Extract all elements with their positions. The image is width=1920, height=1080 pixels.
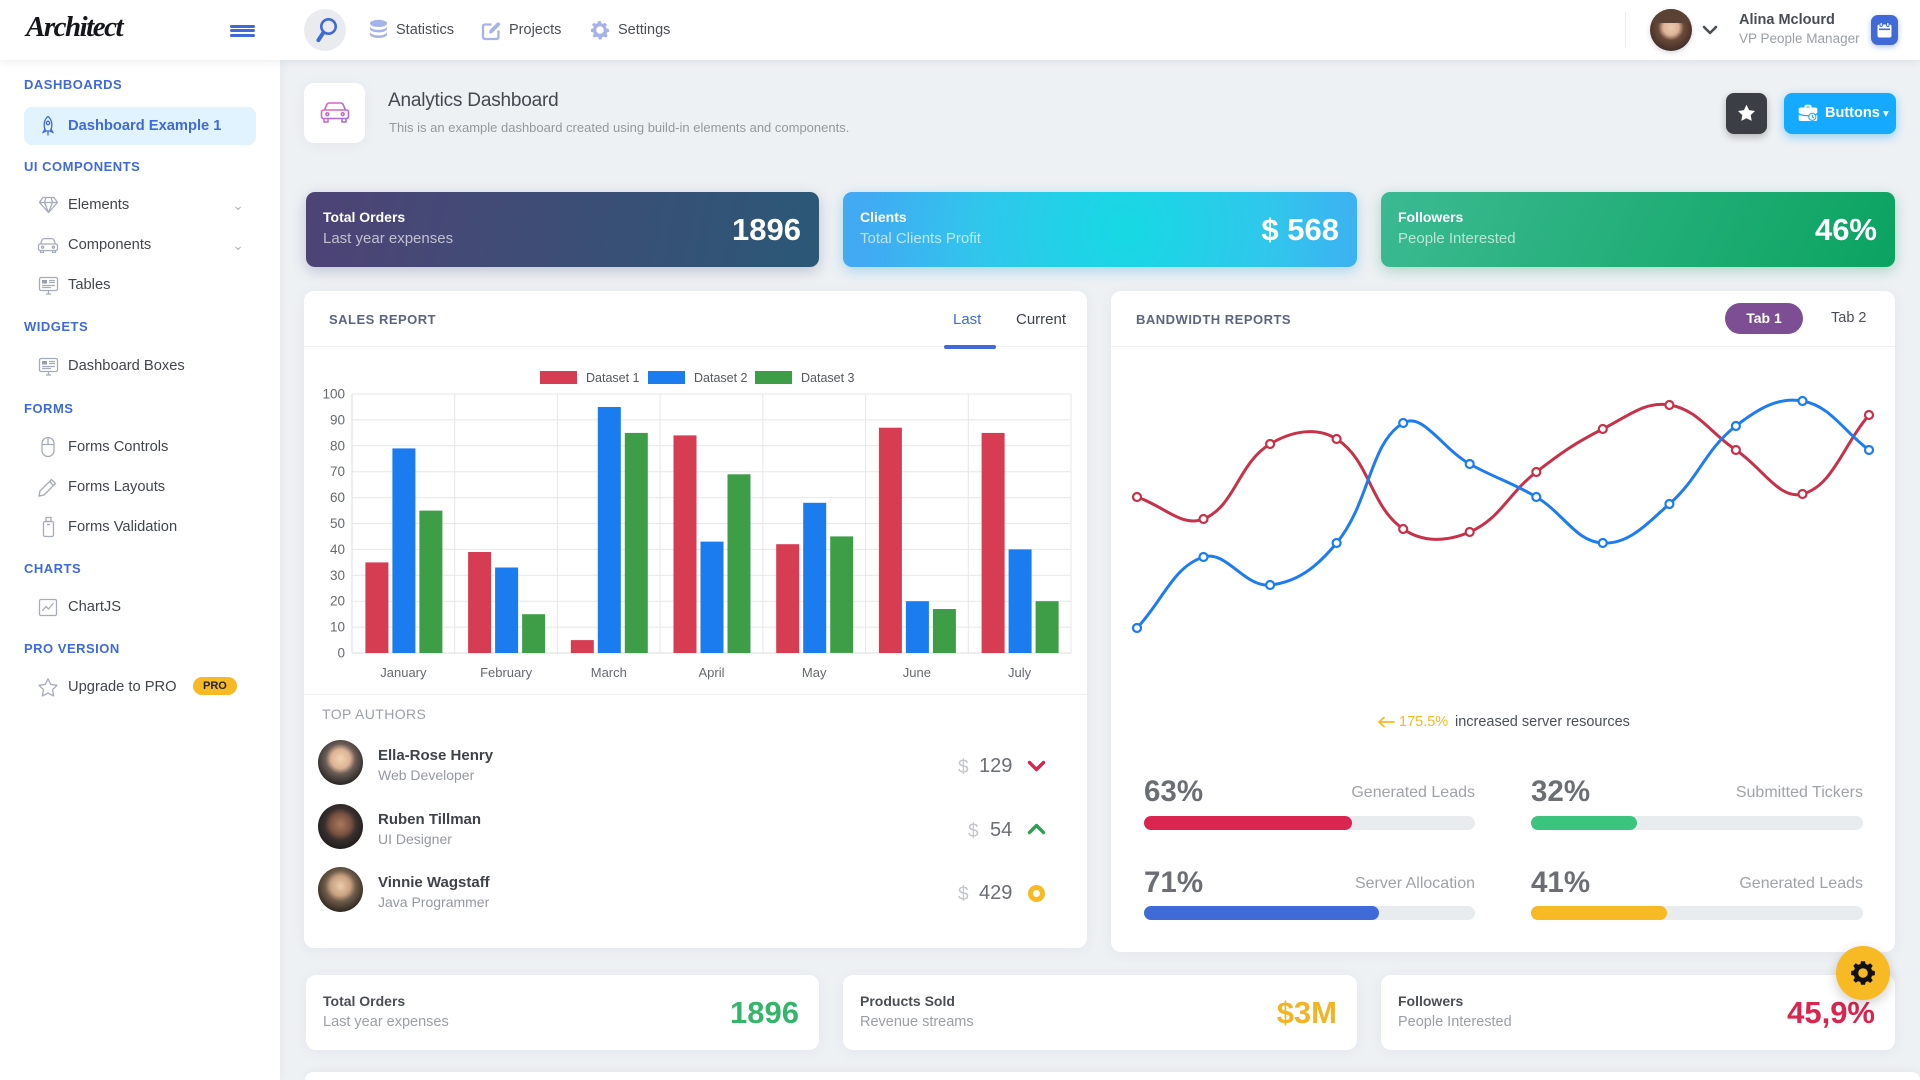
svg-text:60: 60 — [330, 490, 345, 505]
svg-text:April: April — [698, 665, 724, 680]
svg-text:March: March — [591, 665, 627, 680]
svg-text:Dataset 1: Dataset 1 — [586, 371, 640, 385]
svg-text:June: June — [903, 665, 931, 680]
svg-text:20: 20 — [330, 594, 345, 609]
svg-text:40: 40 — [330, 542, 345, 557]
svg-text:100: 100 — [322, 387, 345, 402]
svg-text:January: January — [380, 665, 427, 680]
svg-text:70: 70 — [330, 464, 345, 479]
svg-text:30: 30 — [330, 568, 345, 583]
svg-text:90: 90 — [330, 412, 345, 427]
svg-text:July: July — [1008, 665, 1032, 680]
svg-text:0: 0 — [337, 646, 345, 661]
svg-text:10: 10 — [330, 620, 345, 635]
svg-text:February: February — [480, 665, 533, 680]
svg-text:80: 80 — [330, 438, 345, 453]
svg-text:Dataset 3: Dataset 3 — [801, 371, 855, 385]
svg-text:May: May — [802, 665, 827, 680]
svg-text:Dataset 2: Dataset 2 — [694, 371, 748, 385]
svg-text:50: 50 — [330, 516, 345, 531]
